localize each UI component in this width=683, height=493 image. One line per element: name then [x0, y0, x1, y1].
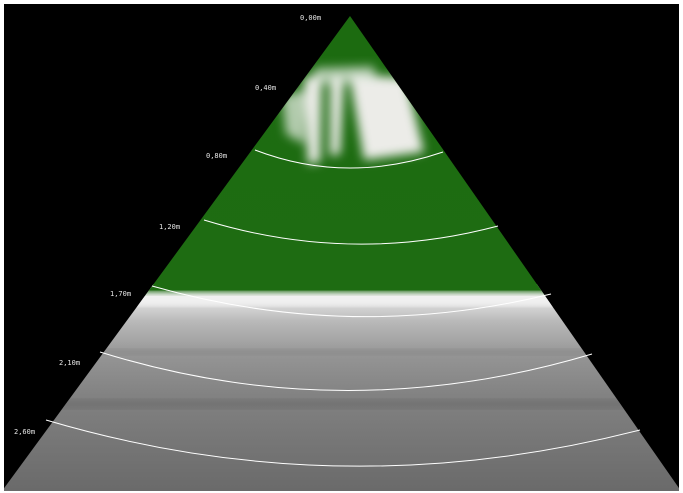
depth-arc-170: [151, 285, 552, 318]
depth-arc-120: [203, 219, 499, 245]
depth-arcs: [45, 149, 641, 467]
depth-label-170: 1,70m: [110, 290, 131, 298]
depth-arc-080: [254, 149, 444, 169]
depth-arc-260: [45, 419, 641, 467]
bottom-echo: [4, 292, 679, 306]
depth-label-120: 1,20m: [159, 223, 180, 231]
sediment-band: [4, 349, 679, 355]
depth-label-210: 2,10m: [59, 359, 80, 367]
sediment-layer: [4, 284, 679, 491]
depth-label-040: 0,40m: [255, 84, 276, 92]
sonar-fan: [4, 16, 679, 491]
sediment-band: [4, 399, 679, 409]
depth-label-080: 0,80m: [206, 152, 227, 160]
sonar-fan-image: 0,00m 0,40m 0,80m 1,20m 1,70m 2,10m 2,60…: [4, 14, 679, 491]
depth-arc-210: [99, 351, 593, 391]
surface-reflections: [282, 66, 424, 164]
depth-label-000: 0,00m: [300, 14, 321, 22]
depth-label-260: 2,60m: [14, 428, 35, 436]
vegetation-layer: [4, 16, 679, 296]
sonar-view: 0,00m 0,40m 0,80m 1,20m 1,70m 2,10m 2,60…: [4, 4, 679, 491]
